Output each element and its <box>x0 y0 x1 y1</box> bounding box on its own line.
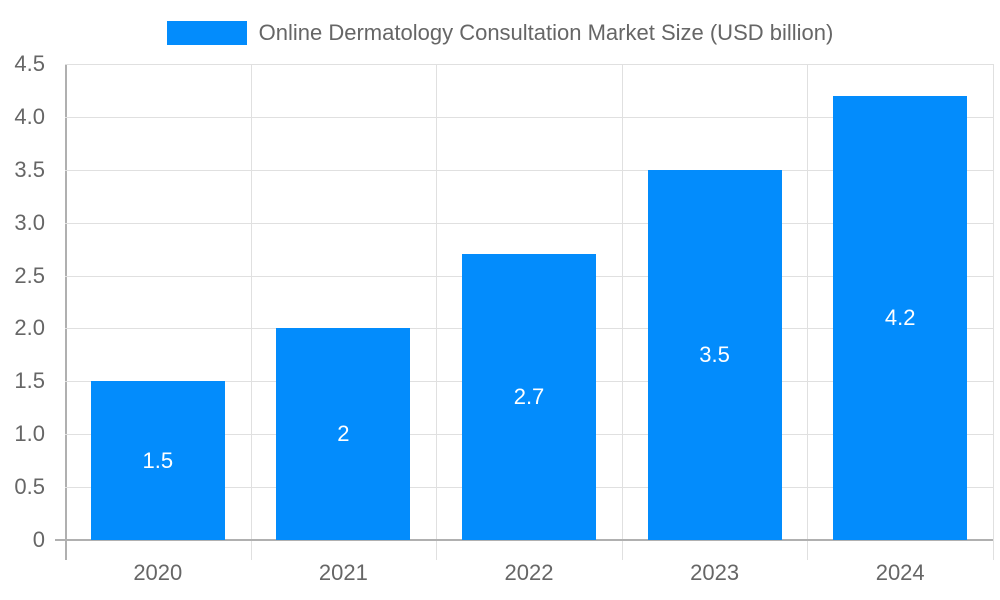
bar-value-label: 4.2 <box>884 304 916 330</box>
bar-2023[interactable] <box>647 169 782 540</box>
bar-value-label: 2.7 <box>513 384 545 410</box>
y-tick-label: 1.5 <box>14 368 45 394</box>
gridline-vertical <box>807 64 809 560</box>
y-tick-label: 0.5 <box>14 474 45 500</box>
gridline-vertical <box>993 64 994 560</box>
bar-2022[interactable] <box>462 254 596 540</box>
y-axis-line <box>65 64 67 560</box>
x-tick-label: 2021 <box>318 560 368 585</box>
x-axis-line <box>55 539 993 541</box>
x-tick-label: 2024 <box>875 560 925 585</box>
x-tick-label: 2022 <box>504 560 554 585</box>
bar-value-label: 1.5 <box>142 447 174 473</box>
y-tick-label: 3.0 <box>14 209 45 235</box>
y-tick-label: 4.5 <box>14 51 45 76</box>
gridline-vertical <box>436 64 438 560</box>
y-tick-label: 4.0 <box>14 103 45 129</box>
x-tick-label: 2023 <box>690 560 740 585</box>
bar-value-label: 3.5 <box>699 341 730 367</box>
y-tick-label: 2.0 <box>14 315 45 341</box>
gridline-vertical <box>621 64 623 560</box>
gridline-horizontal <box>65 116 993 118</box>
legend-swatch[interactable] <box>166 21 247 45</box>
bar-2024[interactable] <box>833 95 968 540</box>
legend-label[interactable]: Online Dermatology Consultation Market S… <box>258 20 834 45</box>
y-tick-label: 1.0 <box>14 421 45 447</box>
bar-2021[interactable] <box>276 328 411 540</box>
bar-value-label: 2 <box>337 421 350 447</box>
gridline-horizontal <box>65 64 993 65</box>
x-tick-label: 2020 <box>133 560 183 585</box>
plot-area: 1.5 2 2.7 3.5 4.2 <box>55 64 994 560</box>
bar-2020[interactable] <box>90 381 225 540</box>
y-tick-label: 2.5 <box>14 262 45 288</box>
y-tick-label: 3.5 <box>14 156 45 182</box>
gridline-horizontal <box>65 169 993 171</box>
gridline-horizontal <box>65 222 993 224</box>
y-tick-label: 0 <box>32 527 45 552</box>
legend: Online Dermatology Consultation Market S… <box>0 18 1000 48</box>
gridline-vertical <box>250 64 252 560</box>
